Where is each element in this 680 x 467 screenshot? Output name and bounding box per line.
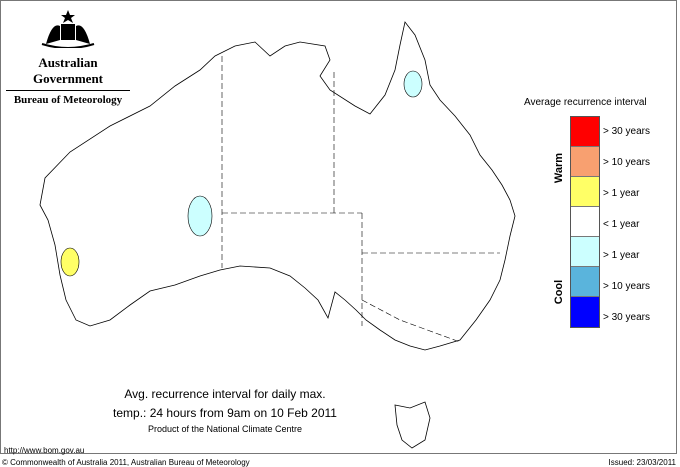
- legend-label: > 30 years: [603, 126, 650, 137]
- legend-label: > 30 years: [603, 312, 650, 323]
- legend-label: > 10 years: [603, 281, 650, 292]
- legend-label: < 1 year: [603, 219, 640, 230]
- legend-swatch-cool-1: [571, 237, 599, 267]
- issued-date: Issued: 23/03/2011: [608, 458, 676, 467]
- mainland-outline: [39, 21, 516, 351]
- caption-line3: Product of the National Climate Centre: [147, 424, 303, 434]
- logo-bureau-text: Bureau of Meteorology: [6, 90, 130, 106]
- legend-warm-label: Warm: [553, 152, 566, 184]
- legend-swatch-warm-10: [571, 147, 599, 177]
- caption-line1: Avg. recurrence interval for daily max.: [124, 387, 326, 401]
- anomaly-region-north-queensland: [403, 70, 423, 98]
- legend-swatch-cool-30: [571, 297, 599, 327]
- legend-label: > 1 year: [603, 250, 640, 261]
- anomaly-region-central-wa: [187, 195, 213, 237]
- legend-swatch-warm-30: [571, 117, 599, 147]
- legend-label: > 10 years: [603, 157, 650, 168]
- copyright-text: © Commonwealth of Australia 2011, Austra…: [2, 458, 250, 467]
- legend-swatch-warm-1: [571, 177, 599, 207]
- legend-color-bar: [570, 116, 600, 328]
- legend-swatch-normal: [571, 207, 599, 237]
- legend-title: Average recurrence interval: [524, 97, 647, 108]
- caption-line2: temp.: 24 hours from 9am on 10 Feb 2011: [113, 406, 337, 420]
- legend-swatch-cool-10: [571, 267, 599, 297]
- bom-url-link[interactable]: http://www.bom.gov.au: [4, 446, 85, 455]
- legend-cool-label: Cool: [553, 279, 566, 305]
- map-frame: [0, 0, 677, 454]
- legend-label: > 1 year: [603, 188, 640, 199]
- bom-logo: Australian Government Bureau of Meteorol…: [6, 8, 130, 106]
- coat-of-arms-icon: [41, 10, 95, 49]
- logo-government-text: Australian Government: [32, 55, 104, 86]
- state-borders: [221, 56, 500, 343]
- tasmania-outline: [394, 401, 431, 449]
- anomaly-region-sw-wa: [60, 247, 80, 277]
